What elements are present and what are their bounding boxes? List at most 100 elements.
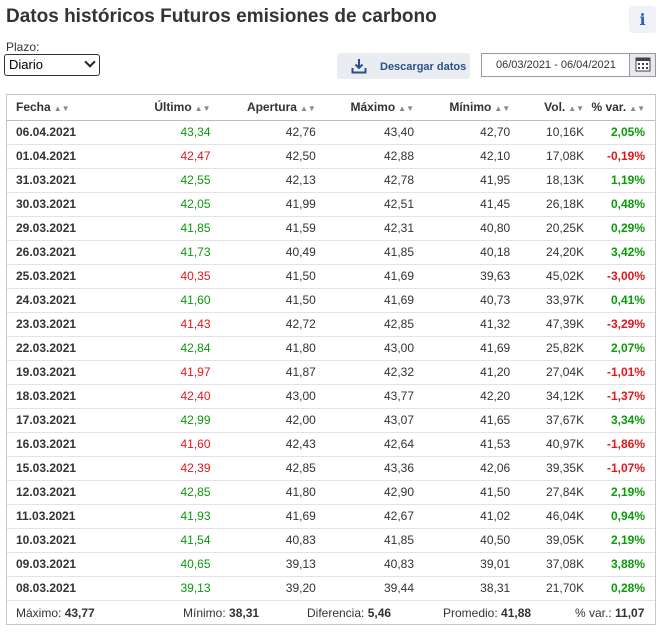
cell-maximo: 42,31 xyxy=(315,216,414,241)
cell-var: -3,29% xyxy=(584,312,655,337)
cell-fecha: 01.04.2021 xyxy=(7,144,105,169)
cell-var: 0,94% xyxy=(584,504,655,529)
cell-maximo: 41,85 xyxy=(315,240,414,265)
cell-var: 2,19% xyxy=(584,528,655,553)
cell-maximo: 43,00 xyxy=(315,336,414,361)
cell-apertura: 42,13 xyxy=(210,168,316,193)
cell-ultimo: 41,93 xyxy=(104,504,211,529)
col-header-maximo[interactable]: Máximo ▲▼ xyxy=(315,95,414,121)
cell-apertura: 42,00 xyxy=(210,408,316,433)
cell-apertura: 42,50 xyxy=(210,144,316,169)
cell-minimo: 41,53 xyxy=(414,432,511,457)
cell-minimo: 42,06 xyxy=(414,456,511,481)
cell-var: 1,19% xyxy=(584,168,655,193)
cell-minimo: 41,20 xyxy=(414,360,511,385)
plazo-select[interactable]: Diario xyxy=(4,54,100,76)
cell-maximo: 43,36 xyxy=(315,456,414,481)
table-row: 17.03.2021 42,99 42,00 43,07 41,65 37,67K 3,34… xyxy=(7,408,655,433)
cell-var: 3,42% xyxy=(584,240,655,265)
cell-fecha: 24.03.2021 xyxy=(7,288,105,313)
cell-apertura: 41,99 xyxy=(210,192,316,217)
cell-fecha: 26.03.2021 xyxy=(7,240,105,265)
table-row: 10.03.2021 41,54 40,83 41,85 40,50 39,05K 2,19… xyxy=(7,528,655,553)
cell-ultimo: 39,13 xyxy=(104,576,211,601)
col-header-var[interactable]: % var. ▲▼ xyxy=(584,95,655,121)
cell-fecha: 30.03.2021 xyxy=(7,192,105,217)
cell-apertura: 40,49 xyxy=(210,240,316,265)
table-row: 09.03.2021 40,65 39,13 40,83 39,01 37,08K 3,88… xyxy=(7,552,655,577)
date-range-picker[interactable]: 06/03/2021 - 06/04/2021 xyxy=(481,53,656,77)
col-header-vol[interactable]: Vol. ▲▼ xyxy=(510,95,585,121)
download-icon xyxy=(351,59,367,74)
cell-var: -0,19% xyxy=(584,144,655,169)
cell-minimo: 42,20 xyxy=(414,384,511,409)
cell-fecha: 18.03.2021 xyxy=(7,384,105,409)
col-header-fecha[interactable]: Fecha ▲▼ xyxy=(7,95,105,121)
download-label: Descargar datos xyxy=(380,61,467,73)
calendar-icon[interactable] xyxy=(629,54,655,76)
cell-apertura: 41,80 xyxy=(210,336,316,361)
cell-vol: 34,12K xyxy=(510,384,585,409)
cell-fecha: 11.03.2021 xyxy=(7,504,105,529)
cell-vol: 24,20K xyxy=(510,240,585,265)
cell-apertura: 39,20 xyxy=(210,576,316,601)
cell-apertura: 42,85 xyxy=(210,456,316,481)
sort-icon: ▲▼ xyxy=(629,104,645,114)
cell-maximo: 41,85 xyxy=(315,528,414,553)
table-row: 12.03.2021 42,85 41,80 42,90 41,50 27,84K 2,19… xyxy=(7,480,655,505)
table-header-row: Fecha ▲▼ Último ▲▼ Apertura ▲▼ Máximo ▲▼ Mín… xyxy=(7,95,655,121)
cell-maximo: 42,64 xyxy=(315,432,414,457)
cell-vol: 40,97K xyxy=(510,432,585,457)
download-button[interactable]: Descargar datos xyxy=(337,53,470,79)
info-icon[interactable]: i xyxy=(629,6,656,33)
cell-apertura: 41,80 xyxy=(210,480,316,505)
cell-ultimo: 41,60 xyxy=(104,288,211,313)
chevron-down-icon xyxy=(84,56,96,68)
cell-fecha: 17.03.2021 xyxy=(7,408,105,433)
cell-vol: 46,04K xyxy=(510,504,585,529)
cell-fecha: 12.03.2021 xyxy=(7,480,105,505)
cell-ultimo: 41,73 xyxy=(104,240,211,265)
cell-var: 2,19% xyxy=(584,480,655,505)
cell-var: 3,34% xyxy=(584,408,655,433)
table-row: 29.03.2021 41,85 41,59 42,31 40,80 20,25K 0,29… xyxy=(7,216,655,241)
col-header-apertura[interactable]: Apertura ▲▼ xyxy=(210,95,316,121)
cell-vol: 21,70K xyxy=(510,576,585,601)
cell-fecha: 16.03.2021 xyxy=(7,432,105,457)
cell-minimo: 38,31 xyxy=(414,576,511,601)
cell-vol: 37,67K xyxy=(510,408,585,433)
cell-maximo: 39,44 xyxy=(315,576,414,601)
cell-fecha: 23.03.2021 xyxy=(7,312,105,337)
summary-var: % var.: 11,07 xyxy=(575,606,645,620)
cell-fecha: 06.04.2021 xyxy=(7,120,105,145)
table-row: 06.04.2021 43,34 42,76 43,40 42,70 10,16K 2,05… xyxy=(7,120,655,145)
summary-row: Máximo: 43,77 Mínimo: 38,31 Diferencia: … xyxy=(7,600,655,624)
cell-vol: 47,39K xyxy=(510,312,585,337)
cell-minimo: 40,80 xyxy=(414,216,511,241)
page-title: Datos históricos Futuros emisiones de ca… xyxy=(6,6,437,27)
cell-ultimo: 42,39 xyxy=(104,456,211,481)
cell-minimo: 41,69 xyxy=(414,336,511,361)
cell-fecha: 15.03.2021 xyxy=(7,456,105,481)
cell-fecha: 31.03.2021 xyxy=(7,168,105,193)
summary-minimo: Mínimo: 38,31 xyxy=(183,606,260,620)
cell-minimo: 41,65 xyxy=(414,408,511,433)
sort-icon: ▲▼ xyxy=(299,104,316,114)
col-header-minimo[interactable]: Mínimo ▲▼ xyxy=(414,95,511,121)
cell-maximo: 43,77 xyxy=(315,384,414,409)
cell-apertura: 41,59 xyxy=(210,216,316,241)
sort-icon: ▲▼ xyxy=(568,104,585,114)
cell-ultimo: 40,65 xyxy=(104,552,211,577)
cell-minimo: 40,18 xyxy=(414,240,511,265)
cell-vol: 18,13K xyxy=(510,168,585,193)
cell-var: -3,00% xyxy=(584,264,655,289)
col-header-ultimo[interactable]: Último ▲▼ xyxy=(104,95,211,121)
cell-maximo: 42,85 xyxy=(315,312,414,337)
cell-maximo: 41,69 xyxy=(315,264,414,289)
cell-var: -1,37% xyxy=(584,384,655,409)
table-row: 11.03.2021 41,93 41,69 42,67 41,02 46,04K 0,94… xyxy=(7,504,655,529)
cell-apertura: 42,43 xyxy=(210,432,316,457)
cell-vol: 26,18K xyxy=(510,192,585,217)
cell-vol: 10,16K xyxy=(510,120,585,145)
cell-ultimo: 43,34 xyxy=(104,120,211,145)
